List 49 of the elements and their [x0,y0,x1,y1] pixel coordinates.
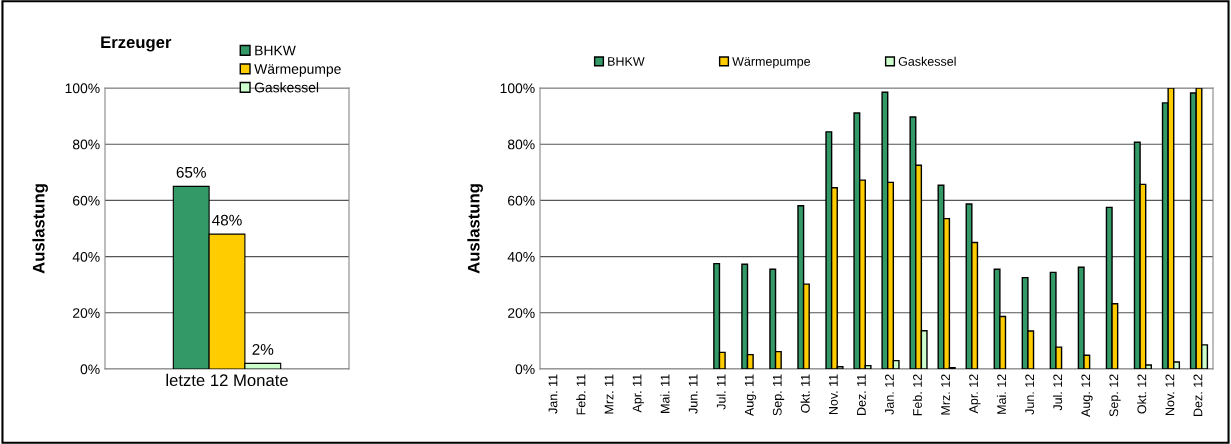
x-tick-label: Jul. 12 [1052,374,1063,411]
data-label: 2% [252,343,274,355]
x-tick-label: Feb. 11 [576,374,586,415]
y-tick-label: 80% [507,139,535,150]
x-tick-label: Nov. 12 [1165,374,1175,415]
x-tick-label: Sep. 12 [1109,374,1121,417]
x-tick-label: Aug. 11 [744,374,757,416]
x-tick-label: Mrz. 11 [604,374,614,414]
x-tick-label: Okt. 12 [1137,374,1147,414]
x-tick-label: Apr. 11 [632,374,644,413]
x-tick-label: Dez. 11 [857,374,866,415]
y-tick-label: 40% [72,251,100,262]
y-tick-label: 100% [500,83,535,94]
legend-label: Wärmepumpe [732,57,811,69]
legend-label: BHKW [608,57,645,66]
y-axis-title: Auslastung [467,184,483,274]
y-tick-label: 20% [73,308,100,318]
legend-label: Wärmepumpe [254,64,341,77]
x-tick-label: Nov. 11 [829,374,838,415]
legend-label: Gaskessel [254,82,319,93]
data-label: 48% [212,214,242,226]
legend-label: BHKW [255,45,296,56]
y-tick-label: 40% [507,251,535,262]
y-tick-label: 60% [508,195,535,206]
y-tick-label: 80% [72,139,100,150]
x-tick-label: Jan. 11 [548,374,558,414]
x-tick-label: Jan. 12 [885,374,894,415]
y-tick-label: 60% [73,195,100,206]
data-label: 65% [176,166,206,178]
x-tick-label: Okt. 11 [800,374,810,413]
y-tick-label: 20% [508,308,535,318]
x-tick-label: letzte 12 Monate [166,373,288,387]
y-tick-label: 0% [515,364,535,375]
x-tick-label: Dez. 12 [1193,374,1203,416]
legend-label: Gaskessel [898,56,956,66]
x-tick-label: Aug. 12 [1081,374,1093,417]
y-tick-label: 0% [80,364,100,375]
x-tick-label: Jul. 11 [716,374,726,410]
x-tick-label: Mai. 11 [660,374,670,413]
chart-title: Erzeuger [101,36,172,52]
y-axis-title: Auslastung [32,184,48,274]
x-tick-label: Jun. 11 [688,374,698,414]
x-tick-label: Mrz. 12 [941,374,950,415]
x-tick-label: Sep. 11 [772,374,785,416]
x-tick-label: Mai. 12 [996,374,1007,414]
x-tick-label: Apr. 12 [969,374,981,414]
y-tick-label: 100% [65,83,100,94]
x-tick-label: Feb. 12 [912,374,922,416]
x-tick-label: Jun. 12 [1025,374,1035,415]
